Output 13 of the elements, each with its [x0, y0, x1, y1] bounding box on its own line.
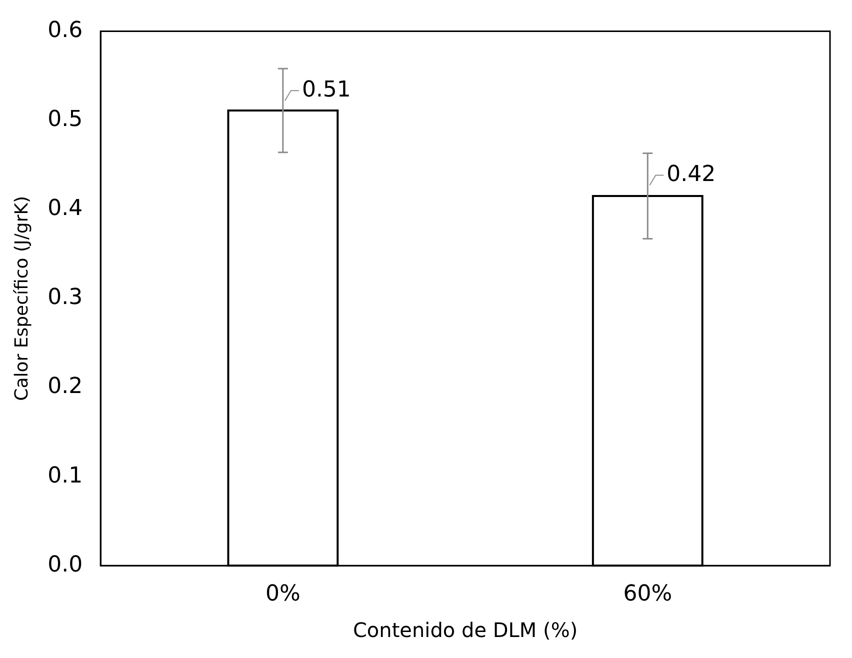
y-tick-label: 0.3 — [48, 285, 83, 310]
x-tick-label: 60% — [623, 582, 672, 607]
y-tick-label: 0.1 — [48, 463, 83, 488]
y-tick-label: 0.4 — [48, 196, 83, 222]
y-tick-label: 0.6 — [48, 18, 83, 43]
data-label: 0.42 — [666, 162, 716, 187]
y-axis-title: Calor Específico (J/grK) — [11, 196, 32, 401]
data-label: 0.51 — [302, 77, 351, 102]
y-tick-label: 0.5 — [48, 106, 83, 132]
y-tick-label: 0.0 — [48, 552, 83, 578]
y-tick-label: 0.2 — [48, 374, 83, 400]
x-axis-title: Contenido de DLM (%) — [352, 618, 578, 642]
x-tick-label: 0% — [265, 582, 300, 607]
